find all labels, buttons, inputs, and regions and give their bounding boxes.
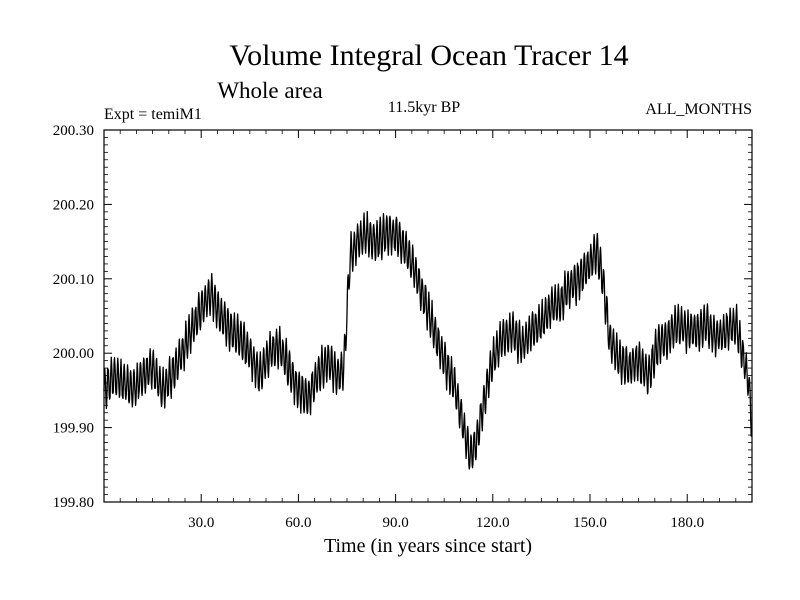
plot-frame [103, 129, 753, 503]
months-label: ALL_MONTHS [645, 101, 752, 118]
x-tick-label: 150.0 [573, 515, 607, 531]
chart-title: Volume Integral Ocean Tracer 14 [229, 39, 628, 72]
period-label: 11.5kyr BP [388, 99, 460, 116]
y-tick-label: 200.30 [53, 123, 94, 139]
chart-subtitle: Whole area [217, 78, 322, 103]
x-axis-label: Time (in years since start) [324, 535, 532, 557]
series-line [103, 210, 753, 470]
y-tick-label: 200.00 [53, 346, 94, 362]
y-tick-label: 200.20 [53, 197, 94, 213]
experiment-label: Expt = temiM1 [104, 106, 202, 123]
x-tick-label: 120.0 [476, 515, 510, 531]
x-tick-label: 30.0 [188, 515, 214, 531]
axes: 30.0 60.0 90.0 120.0 150.0 180.0 199.80 199.90 2… [53, 123, 752, 531]
y-tick-label: 199.80 [53, 495, 94, 511]
series-group [103, 210, 753, 470]
y-tick-label: 199.90 [53, 421, 94, 437]
x-tick-label: 90.0 [382, 515, 408, 531]
x-tick-label: 60.0 [285, 515, 311, 531]
y-tick-label: 200.10 [53, 272, 94, 288]
x-tick-label: 180.0 [670, 515, 704, 531]
